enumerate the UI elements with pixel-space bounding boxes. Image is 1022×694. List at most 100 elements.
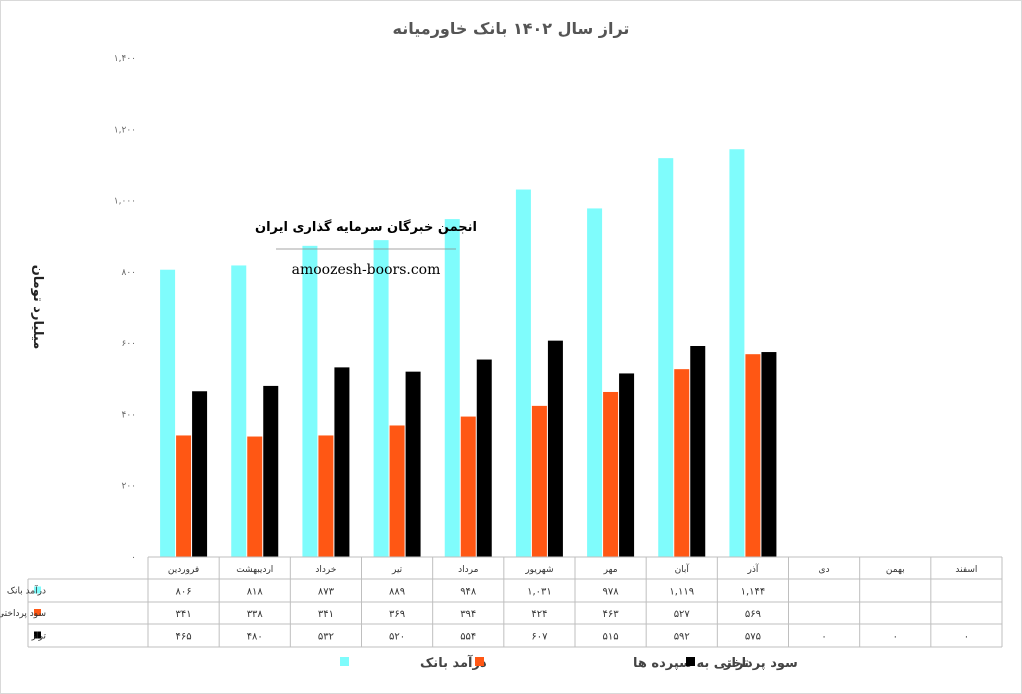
y-tick-label: ۱,۲۰۰ xyxy=(114,125,136,135)
x-tick-label: تیر xyxy=(391,565,403,575)
x-tick-label: آبان xyxy=(675,563,690,575)
bar-2-6 xyxy=(531,405,547,557)
bar-3-3 xyxy=(334,367,350,557)
table-cell: ۸۰۶ xyxy=(176,587,192,598)
table-cell: ۳۴۱ xyxy=(176,609,192,620)
table-cell: ۴۶۵ xyxy=(176,632,192,643)
x-tick-label: مرداد xyxy=(458,565,478,575)
bar-2-7 xyxy=(603,391,619,557)
table-legend-key-2 xyxy=(34,609,41,616)
table-cell: ۱,۰۳۱ xyxy=(527,587,552,598)
y-tick-label: ۸۰۰ xyxy=(121,268,136,278)
bar-1-5 xyxy=(444,219,460,557)
table-cell: ۹۷۸ xyxy=(603,587,620,598)
table-cell: ۵۶۹ xyxy=(745,609,761,620)
x-tick-label: خرداد xyxy=(315,565,336,575)
watermark-site: amoozesh-boors.com xyxy=(292,262,441,278)
bar-2-5 xyxy=(460,416,476,557)
table-legend-key-1 xyxy=(34,586,41,594)
bar-1-3 xyxy=(302,245,318,557)
table-cell: ۱,۱۴۴ xyxy=(741,587,766,598)
table-cell: ۶۰۷ xyxy=(531,632,548,643)
table-cell: ۵۵۴ xyxy=(460,632,476,643)
bar-1-8 xyxy=(658,158,674,557)
bar-1-7 xyxy=(587,208,603,558)
table-cell: ۱,۱۱۹ xyxy=(669,587,694,598)
table-cell: ۵۷۵ xyxy=(745,632,761,643)
data-table: فروردین اردیبهشت خرداد تیر مرداد شهریور مهر آبا… xyxy=(0,556,1003,648)
table-cell: ۸۸۹ xyxy=(389,587,405,598)
watermark: انجمن خبرگان سرمایه گذاری ایران amoozesh… xyxy=(255,219,477,278)
bar-2-9 xyxy=(745,354,761,557)
y-tick-label: ۱,۴۰۰ xyxy=(114,54,136,64)
x-tick-label: اردیبهشت xyxy=(236,565,273,575)
x-tick-label: بهمن xyxy=(886,565,905,575)
table-cell: ۹۴۸ xyxy=(460,587,477,598)
bar-3-4 xyxy=(405,371,421,557)
bar-3-9 xyxy=(761,352,777,557)
bar-2-2 xyxy=(247,436,263,557)
bar-2-1 xyxy=(176,435,192,557)
legend-key-3 xyxy=(686,657,695,666)
bar-3-6 xyxy=(547,340,563,557)
table-row-label: سود پرداختی به سپرده ها xyxy=(0,609,46,619)
y-tick-label: ۱,۰۰۰ xyxy=(114,197,136,207)
legend-label: درآمد بانک xyxy=(420,654,487,671)
table-cell: ۳۴۱ xyxy=(318,609,334,620)
legend-key-2 xyxy=(475,657,484,666)
legend-label: تراز xyxy=(723,656,749,671)
watermark-name: انجمن خبرگان سرمایه گذاری ایران xyxy=(255,219,477,235)
bar-1-1 xyxy=(160,269,176,557)
y-tick-label: ۴۰۰ xyxy=(121,410,136,420)
bar-3-1 xyxy=(192,391,208,557)
legend-label: سود پرداختی به سپرده ها xyxy=(633,656,798,671)
table-cell: ۰ xyxy=(821,632,826,643)
table-cell: ۵۹۲ xyxy=(674,632,690,643)
table-row-label: تراز xyxy=(31,632,47,642)
bar-3-7 xyxy=(619,373,635,557)
table-row-label: درآمد بانک xyxy=(7,585,46,597)
bar-1-9 xyxy=(729,149,745,557)
table-cell: ۵۱۵ xyxy=(603,632,619,643)
bars-group xyxy=(160,149,777,558)
bar-3-2 xyxy=(263,385,279,557)
bar-2-3 xyxy=(318,435,334,557)
bar-1-4 xyxy=(373,240,389,557)
chart-title: تراز سال ۱۴۰۲ بانک خاورمیانه xyxy=(393,19,630,38)
bar-3-8 xyxy=(690,345,706,557)
legend-key-1 xyxy=(340,657,349,666)
table-cell: ۳۹۴ xyxy=(460,609,476,620)
table-cell: ۴۶۳ xyxy=(603,609,620,620)
bar-1-6 xyxy=(515,189,531,557)
table-cell: ۵۳۲ xyxy=(318,632,334,643)
bar-2-8 xyxy=(674,369,690,557)
bar-3-5 xyxy=(476,359,492,557)
y-tick-label: ۶۰۰ xyxy=(121,339,136,349)
table-cell: ۳۶۹ xyxy=(389,609,405,620)
y-tick-label: ۰ xyxy=(131,553,136,563)
x-tick-label: فروردین xyxy=(168,565,199,575)
table-cell: ۵۲۰ xyxy=(389,632,405,643)
table-cell: ۴۸۰ xyxy=(247,632,263,643)
x-tick-label: مهر xyxy=(603,565,618,575)
y-axis-label: میلیارد تومان xyxy=(30,265,45,350)
x-tick-label: شهریور xyxy=(524,565,553,575)
bar-1-2 xyxy=(231,265,247,557)
x-tick-label: آذر xyxy=(746,563,758,575)
table-legend-key-3 xyxy=(34,631,41,639)
y-axis-ticks: ۰ ۲۰۰ ۴۰۰ ۶۰۰ ۸۰۰ ۱,۰۰۰ ۱,۲۰۰ ۱,۴۰۰ xyxy=(114,54,136,563)
table-cell: ۸۱۸ xyxy=(247,587,264,598)
y-tick-label: ۲۰۰ xyxy=(121,482,136,492)
table-cell: ۰ xyxy=(893,632,898,643)
x-tick-label: دی xyxy=(819,565,830,575)
bar-2-4 xyxy=(389,425,405,557)
table-cell: ۵۲۷ xyxy=(674,609,691,620)
table-cell: ۸۷۳ xyxy=(318,587,335,598)
table-cell: ۰ xyxy=(964,632,969,643)
table-cell: ۴۲۴ xyxy=(531,609,547,620)
x-tick-label: اسفند xyxy=(955,565,977,575)
table-cell: ۳۳۸ xyxy=(247,609,264,620)
